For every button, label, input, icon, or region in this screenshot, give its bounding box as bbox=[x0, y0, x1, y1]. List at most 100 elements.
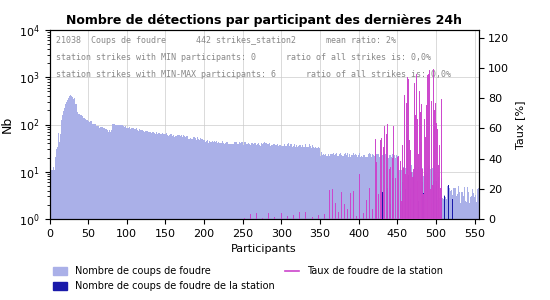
Bar bbox=[250, 145, 251, 300]
Bar bbox=[53, 167, 54, 300]
Bar bbox=[319, 148, 320, 300]
Bar bbox=[382, 155, 383, 300]
Bar bbox=[475, 195, 476, 300]
Bar bbox=[387, 188, 388, 300]
Bar bbox=[139, 129, 140, 300]
Bar bbox=[458, 186, 459, 300]
Bar bbox=[257, 144, 258, 300]
Bar bbox=[359, 153, 360, 300]
Bar bbox=[421, 166, 422, 300]
Bar bbox=[103, 128, 104, 300]
Bar bbox=[243, 145, 244, 300]
Bar bbox=[407, 169, 408, 300]
Bar bbox=[234, 142, 235, 300]
Bar bbox=[81, 116, 82, 300]
Bar bbox=[392, 178, 393, 300]
Bar bbox=[64, 106, 65, 300]
Bar bbox=[339, 154, 340, 300]
Bar bbox=[426, 172, 427, 300]
Bar bbox=[474, 197, 475, 300]
Bar bbox=[154, 133, 155, 300]
Bar bbox=[180, 135, 182, 300]
Bar bbox=[190, 136, 191, 300]
Bar bbox=[201, 139, 202, 300]
X-axis label: Participants: Participants bbox=[231, 244, 297, 254]
Bar bbox=[195, 138, 196, 300]
Bar bbox=[416, 171, 417, 300]
Bar bbox=[179, 135, 180, 300]
Bar bbox=[204, 139, 205, 300]
Bar bbox=[369, 154, 370, 300]
Bar bbox=[405, 189, 406, 300]
Bar bbox=[131, 128, 132, 300]
Bar bbox=[135, 128, 136, 300]
Bar bbox=[60, 127, 62, 300]
Bar bbox=[222, 141, 223, 300]
Bar bbox=[109, 130, 110, 300]
Bar bbox=[85, 119, 86, 300]
Bar bbox=[419, 170, 420, 300]
Bar bbox=[476, 201, 477, 300]
Bar bbox=[232, 144, 233, 300]
Bar bbox=[366, 157, 367, 300]
Bar bbox=[169, 135, 170, 300]
Bar bbox=[147, 131, 148, 300]
Bar bbox=[439, 197, 440, 300]
Bar bbox=[219, 143, 220, 300]
Bar bbox=[311, 148, 312, 300]
Bar bbox=[246, 144, 247, 300]
Bar bbox=[168, 136, 169, 300]
Bar bbox=[186, 136, 188, 300]
Bar bbox=[406, 176, 407, 300]
Bar bbox=[151, 133, 152, 300]
Bar bbox=[279, 145, 280, 300]
Bar bbox=[100, 127, 101, 300]
Bar bbox=[122, 125, 123, 300]
Bar bbox=[396, 154, 397, 300]
Bar bbox=[306, 144, 307, 300]
Bar bbox=[310, 146, 311, 300]
Bar bbox=[59, 142, 60, 300]
Bar bbox=[451, 190, 452, 300]
Bar bbox=[189, 139, 190, 300]
Bar bbox=[337, 156, 338, 300]
Bar bbox=[107, 130, 108, 300]
Bar bbox=[125, 126, 126, 300]
Bar bbox=[84, 118, 85, 300]
Bar bbox=[291, 144, 292, 300]
Bar bbox=[307, 147, 308, 300]
Bar bbox=[394, 155, 395, 300]
Bar bbox=[67, 100, 68, 300]
Bar bbox=[435, 175, 436, 300]
Bar bbox=[437, 200, 438, 300]
Bar bbox=[117, 125, 118, 300]
Bar bbox=[313, 147, 314, 300]
Bar bbox=[245, 142, 246, 300]
Bar bbox=[321, 152, 322, 300]
Bar bbox=[284, 144, 285, 300]
Bar bbox=[56, 149, 57, 300]
Bar bbox=[93, 124, 94, 300]
Bar bbox=[221, 143, 222, 300]
Bar bbox=[400, 191, 401, 300]
Bar bbox=[144, 132, 145, 300]
Bar bbox=[388, 158, 389, 300]
Bar bbox=[411, 175, 412, 300]
Bar bbox=[214, 142, 215, 300]
Bar bbox=[472, 188, 474, 300]
Bar bbox=[95, 124, 96, 300]
Bar bbox=[411, 172, 412, 300]
Bar bbox=[398, 189, 399, 300]
Bar bbox=[421, 176, 422, 300]
Bar bbox=[260, 146, 261, 300]
Bar bbox=[449, 192, 450, 300]
Bar bbox=[278, 146, 279, 300]
Bar bbox=[418, 201, 419, 300]
Bar bbox=[443, 199, 444, 300]
Bar bbox=[130, 129, 131, 300]
Bar bbox=[132, 128, 133, 300]
Bar bbox=[357, 157, 358, 300]
Bar bbox=[468, 192, 469, 300]
Bar bbox=[370, 154, 371, 300]
Bar bbox=[296, 145, 297, 300]
